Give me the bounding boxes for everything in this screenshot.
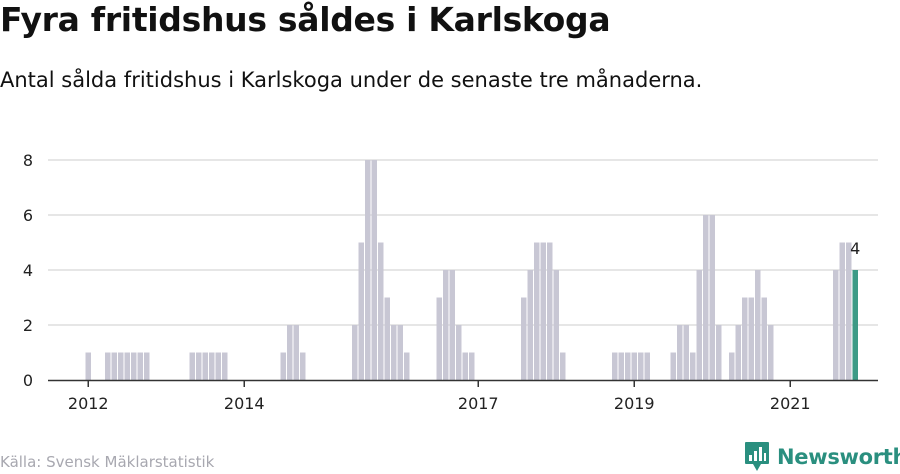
bar <box>560 352 566 380</box>
brand-name: Newsworthy <box>777 445 900 469</box>
bar <box>677 325 683 380</box>
y-tick-label: 0 <box>23 371 33 390</box>
bar <box>761 297 767 380</box>
bar <box>540 242 546 380</box>
bar <box>625 352 631 380</box>
bar <box>222 352 228 380</box>
bar <box>300 352 306 380</box>
highlight-bar <box>852 270 858 380</box>
newsworthy-logo-icon <box>745 442 769 471</box>
source-note: Källa: Svensk Mäklarstatistik <box>0 453 215 471</box>
bar <box>833 270 839 380</box>
bar <box>469 352 475 380</box>
bar <box>215 352 221 380</box>
bar <box>742 297 748 380</box>
data-label: 4 <box>850 239 860 258</box>
bar <box>553 270 559 380</box>
bar <box>293 325 299 380</box>
y-tick-label: 4 <box>23 261 33 280</box>
bar <box>449 270 455 380</box>
bar <box>118 352 124 380</box>
bar <box>371 160 377 380</box>
bar <box>716 325 722 380</box>
bar <box>755 270 761 380</box>
bar <box>683 325 689 380</box>
bar <box>644 352 650 380</box>
x-tick-label: 2012 <box>68 394 109 413</box>
bar <box>85 352 91 380</box>
bar <box>534 242 540 380</box>
x-tick-label: 2014 <box>224 394 265 413</box>
bar <box>709 215 715 380</box>
bar <box>618 352 624 380</box>
bar <box>527 270 533 380</box>
bar <box>365 160 371 380</box>
bar <box>748 297 754 380</box>
bar <box>397 325 403 380</box>
chart-subtitle: Antal sålda fritidshus i Karlskoga under… <box>0 68 703 92</box>
bar <box>202 352 208 380</box>
bar <box>846 242 852 380</box>
x-axis <box>48 379 878 387</box>
bar <box>358 242 364 380</box>
bar <box>131 352 137 380</box>
bar <box>209 352 215 380</box>
bar <box>137 352 143 380</box>
bar-chart: 0 2 4 6 8 2012 2014 2017 2019 2021 4 <box>23 151 878 413</box>
y-tick-label: 8 <box>23 151 33 170</box>
x-tick-label: 2017 <box>458 394 499 413</box>
bar <box>612 352 618 380</box>
bar <box>443 270 449 380</box>
bar <box>287 325 293 380</box>
y-tick-label: 6 <box>23 206 33 225</box>
bar <box>391 325 397 380</box>
bar <box>521 297 527 380</box>
x-tick-label: 2021 <box>770 394 811 413</box>
bar <box>839 242 845 380</box>
bar <box>729 352 735 380</box>
bar <box>352 325 358 380</box>
bar <box>378 242 384 380</box>
bar <box>111 352 117 380</box>
bar <box>436 297 442 380</box>
y-tick-label: 2 <box>23 316 33 335</box>
bar <box>670 352 676 380</box>
newsworthy-logo: Newsworthy <box>744 441 900 473</box>
bar <box>703 215 709 380</box>
bar <box>631 352 637 380</box>
bar <box>105 352 111 380</box>
bar <box>384 297 390 380</box>
chart-title: Fyra fritidshus såldes i Karlskoga <box>0 0 611 39</box>
bars <box>85 160 858 380</box>
bar <box>124 352 130 380</box>
bar <box>196 352 202 380</box>
bar <box>690 352 696 380</box>
x-tick-label: 2019 <box>614 394 655 413</box>
bar <box>638 352 644 380</box>
bar <box>144 352 150 380</box>
bar <box>456 325 462 380</box>
bar <box>735 325 741 380</box>
bar <box>696 270 702 380</box>
bar <box>768 325 774 380</box>
bar <box>189 352 195 380</box>
bar <box>462 352 468 380</box>
tick-labels: 0 2 4 6 8 2012 2014 2017 2019 2021 4 <box>23 151 861 413</box>
bar <box>404 352 410 380</box>
bar <box>547 242 553 380</box>
bar <box>280 352 286 380</box>
